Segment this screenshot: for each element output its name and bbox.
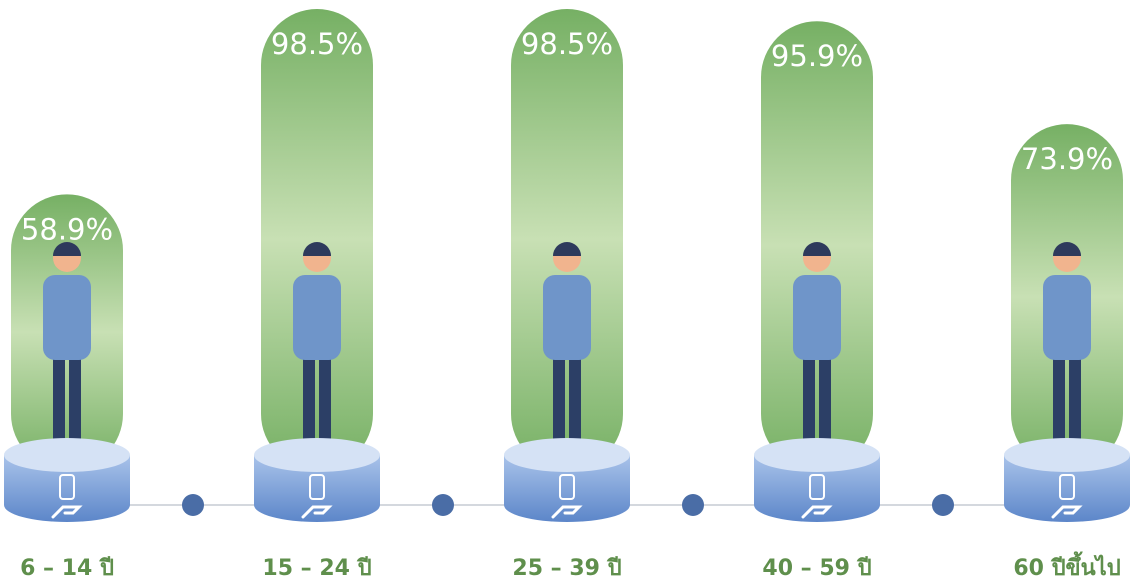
dot — [182, 494, 204, 516]
category-label: 40 – 59 ปี — [762, 556, 871, 581]
value-label: 98.5% — [271, 27, 363, 61]
category-label: 60 ปีขึ้นไป — [1013, 551, 1120, 581]
pedestal-top — [4, 438, 130, 472]
pedestal — [4, 438, 130, 522]
pedestal — [504, 438, 630, 522]
person-leg — [819, 350, 831, 445]
dot — [432, 494, 454, 516]
bar — [261, 9, 373, 470]
value-label: 73.9% — [1021, 142, 1113, 176]
person-leg — [1053, 350, 1065, 445]
person-body — [543, 275, 591, 360]
pedestal — [754, 438, 880, 522]
person-leg — [69, 350, 81, 445]
person-leg — [569, 350, 581, 445]
pedestal-top — [754, 438, 880, 472]
category-label: 6 – 14 ปี — [20, 556, 114, 581]
person-body — [793, 275, 841, 360]
person-leg — [803, 350, 815, 445]
person-leg — [319, 350, 331, 445]
person-body — [293, 275, 341, 360]
dot — [932, 494, 954, 516]
person-leg — [303, 350, 315, 445]
pedestal — [1004, 438, 1130, 522]
pedestal-top — [254, 438, 380, 472]
bar — [511, 9, 623, 470]
category-label: 25 – 39 ปี — [512, 556, 621, 581]
person-body — [43, 275, 91, 360]
pedestal-top — [504, 438, 630, 472]
person-leg — [53, 350, 65, 445]
person-leg — [1069, 350, 1081, 445]
pedestal-top — [1004, 438, 1130, 472]
value-label: 98.5% — [521, 27, 613, 61]
value-label: 95.9% — [771, 39, 863, 73]
person-body — [1043, 275, 1091, 360]
category-label: 15 – 24 ปี — [262, 556, 371, 581]
chart: 58.9% 6 – 14 ปี 98.5% 15 – 24 ปี 98.5% 25 – 3… — [0, 0, 1137, 585]
dot — [682, 494, 704, 516]
person-leg — [553, 350, 565, 445]
pedestal — [254, 438, 380, 522]
value-label: 58.9% — [21, 212, 113, 246]
